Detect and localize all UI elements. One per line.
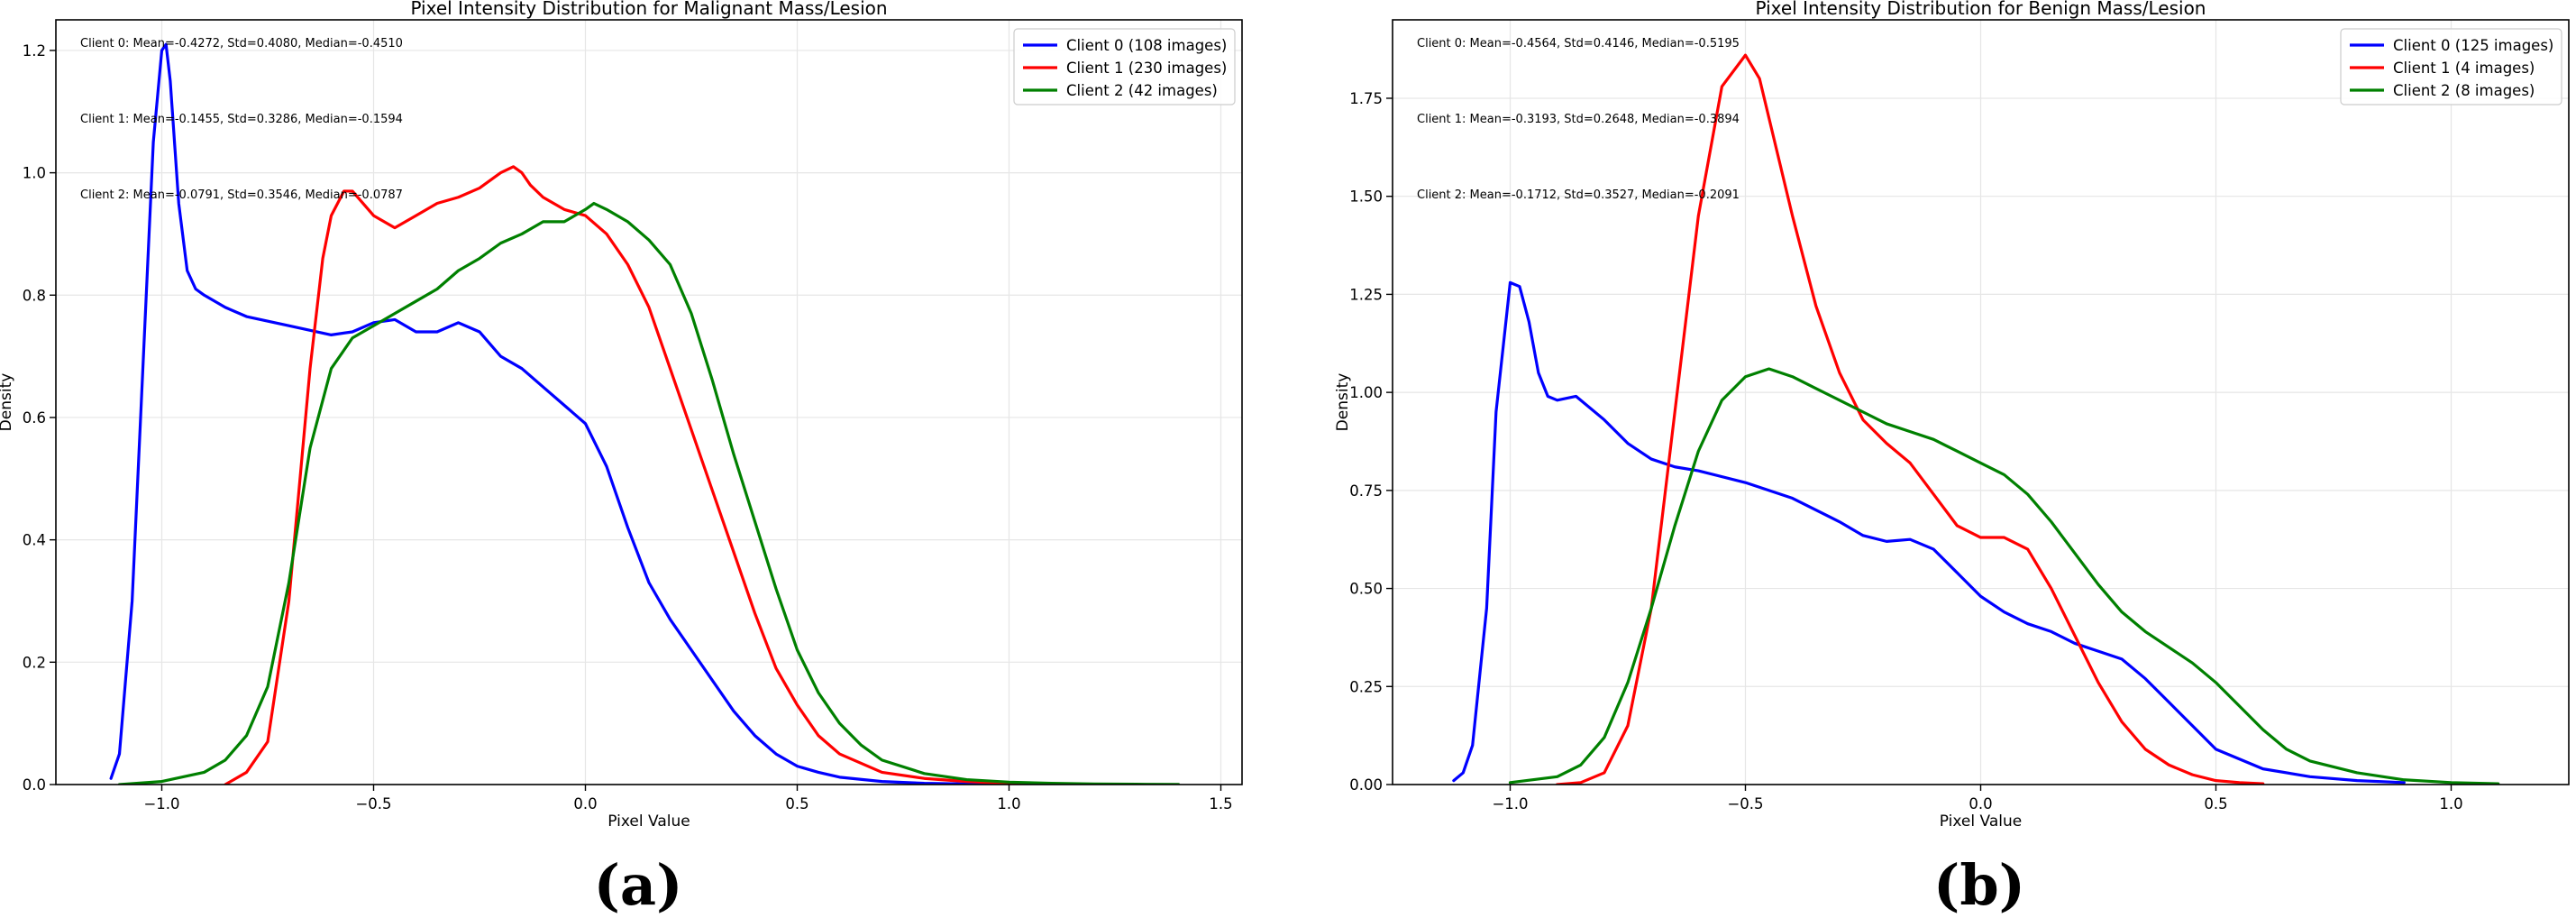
legend-box — [1013, 28, 1236, 106]
legend-label-client-2: Client 2 (8 images) — [2393, 82, 2535, 99]
x-tick-label: 0.0 — [573, 795, 597, 812]
x-tick-label: 0.5 — [785, 795, 808, 812]
stats-annotation-client-1: Client 1: Mean=-0.1455, Std=0.3286, Medi… — [80, 113, 403, 126]
series-line-client-1 — [1556, 53, 2265, 785]
legend-label-client-1: Client 1 (230 images) — [1066, 60, 1227, 77]
series-line-client-2 — [1508, 367, 2500, 785]
series-line-client-2 — [117, 201, 1181, 785]
y-axis-label: Density — [0, 373, 15, 432]
x-tick-label: 1.0 — [2439, 795, 2462, 812]
panel-label-a: (a) — [593, 852, 683, 918]
legend-label-client-1: Client 1 (4 images) — [2393, 60, 2535, 77]
chart-panel-malignant: −1.0 −0.5 0.0 0.5 1.0 1.5 0.0 0.2 0.4 0.6 0.8 1.0 1.… — [0, 0, 1243, 831]
legend-label-client-0: Client 0 (108 images) — [1066, 37, 1227, 54]
y-tick-label: 0.8 — [23, 287, 46, 304]
y-tick-label: 1.0 — [23, 165, 46, 182]
x-tick-label: −1.0 — [1492, 795, 1528, 812]
x-tick-label: 1.5 — [1209, 795, 1232, 812]
y-tick-label: 0.25 — [1349, 678, 1383, 695]
y-tick-label: 1.25 — [1349, 286, 1383, 303]
x-tick-label: 0.5 — [2204, 795, 2227, 812]
legend-box — [2340, 28, 2562, 106]
x-axis-label: Pixel Value — [607, 812, 690, 831]
y-tick-label: 1.50 — [1349, 188, 1383, 206]
plot-frame — [55, 19, 1243, 785]
series-line-client-1 — [224, 165, 1054, 785]
y-tick-label: 0.00 — [1349, 776, 1383, 794]
y-tick-label: 0.6 — [23, 409, 46, 427]
x-axis-label: Pixel Value — [1940, 812, 2022, 831]
x-tick-label: 0.0 — [1969, 795, 1992, 812]
stats-annotation-client-1: Client 1: Mean=-0.3193, Std=0.2648, Medi… — [1417, 113, 1740, 126]
y-tick-label: 0.0 — [23, 776, 46, 794]
chart-panel-benign: −1.0 −0.5 0.0 0.5 1.0 0.00 0.25 0.50 0.75 1.00 1.2… — [1334, 0, 2570, 831]
stats-annotation-client-2: Client 2: Mean=-0.0791, Std=0.3546, Medi… — [80, 188, 403, 202]
legend-label-client-2: Client 2 (42 images) — [1066, 82, 1218, 99]
chart-title: Pixel Intensity Distribution for Maligna… — [410, 0, 887, 19]
y-tick-label: 1.00 — [1349, 384, 1383, 401]
stats-annotation-client-0: Client 0: Mean=-0.4272, Std=0.4080, Medi… — [80, 37, 403, 50]
chart-title: Pixel Intensity Distribution for Benign … — [1756, 0, 2206, 19]
y-tick-label: 0.50 — [1349, 581, 1383, 598]
legend-label-client-0: Client 0 (125 images) — [2393, 37, 2553, 54]
series-line-client-0 — [1452, 280, 2406, 785]
stats-annotation-client-0: Client 0: Mean=-0.4564, Std=0.4146, Medi… — [1417, 37, 1740, 50]
x-tick-label: −1.0 — [143, 795, 179, 812]
series-line-client-0 — [109, 42, 1011, 785]
x-tick-label: −0.5 — [1727, 795, 1763, 812]
y-tick-label: 1.2 — [23, 42, 46, 60]
y-tick-label: 1.75 — [1349, 90, 1383, 107]
x-tick-label: 1.0 — [997, 795, 1020, 812]
stats-annotation-client-2: Client 2: Mean=-0.1712, Std=0.3527, Medi… — [1417, 188, 1740, 202]
panel-label-b: (b) — [1932, 852, 2026, 918]
y-tick-label: 0.2 — [23, 654, 46, 671]
y-axis-label: Density — [1334, 373, 1352, 432]
y-tick-label: 0.75 — [1349, 482, 1383, 500]
y-tick-label: 0.4 — [23, 532, 46, 549]
x-tick-label: −0.5 — [355, 795, 391, 812]
